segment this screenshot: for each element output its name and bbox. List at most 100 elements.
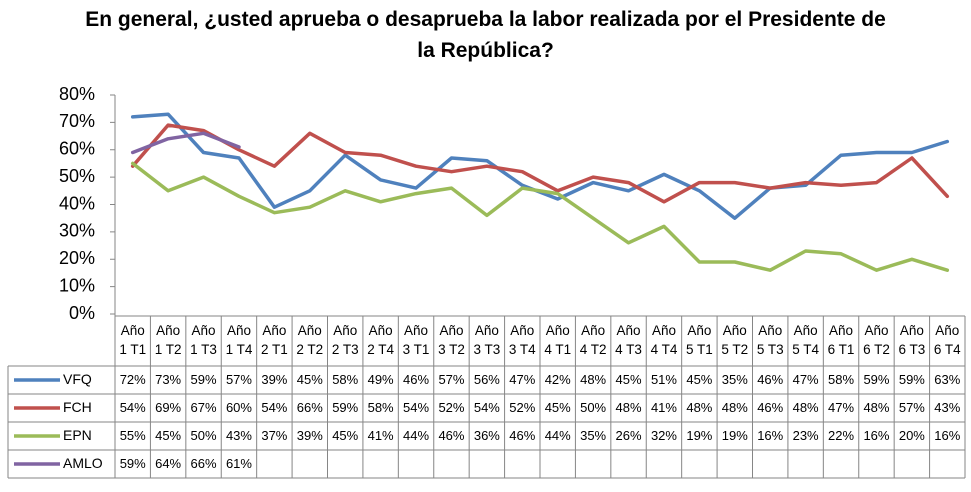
data-label: 54% [119,400,146,415]
x-tick-label: Año 3 T4 [508,323,536,357]
x-tick-label: Año 4 T2 [579,323,607,357]
data-label: 52% [509,400,536,415]
chart-title: En general, ¿usted aprueba o desaprueba … [85,8,886,62]
data-label: 64% [155,456,182,471]
data-label: 57% [898,400,925,415]
y-tick-label: 40% [59,193,95,213]
data-label: 16% [863,428,890,443]
data-label: 57% [438,372,465,387]
data-label: 46% [757,372,784,387]
data-label: 59% [898,372,925,387]
data-label: 61% [225,456,252,471]
data-label: 50% [580,400,607,415]
x-tick-label: Año 3 T2 [438,323,465,357]
legend-label: FCH [63,399,92,415]
x-tick-label: Año 6 T4 [933,323,961,357]
data-label: 66% [190,456,217,471]
y-tick-label: 70% [59,111,95,131]
x-tick-label: Año 6 T2 [863,323,890,357]
legend-label: VFQ [63,371,92,387]
data-label: 32% [650,428,677,443]
data-label: 59% [863,372,890,387]
data-label: 37% [261,428,288,443]
data-label: 52% [438,400,465,415]
data-label: 48% [686,400,713,415]
data-label: 58% [332,372,359,387]
data-label: 54% [403,400,430,415]
x-tick-label: Año 3 T1 [402,323,430,357]
data-label: 44% [544,428,571,443]
data-label: 35% [580,428,607,443]
legend-label: AMLO [63,455,103,471]
series-line [130,123,950,204]
data-label: 58% [828,372,855,387]
data-label: 58% [367,400,394,415]
data-label: 59% [119,456,146,471]
x-tick-label: Año 1 T2 [154,323,182,357]
x-tick-label: Año 4 T1 [544,323,572,357]
y-tick-label: 20% [59,248,95,268]
data-label: 45% [332,428,359,443]
legend-label: EPN [63,427,92,443]
x-tick-label: Año 4 T3 [615,323,642,357]
data-label: 22% [828,428,855,443]
data-label: 16% [934,428,961,443]
data-label: 35% [721,372,748,387]
data-label: 47% [509,372,536,387]
data-label: 63% [934,372,961,387]
data-label: 36% [473,428,500,443]
data-label: 48% [863,400,890,415]
x-tick-label: Año 5 T4 [792,323,819,357]
data-label: 47% [792,372,819,387]
y-tick-label: 10% [59,275,95,295]
data-label: 73% [155,372,182,387]
x-tick-label: Año 2 T4 [367,323,394,357]
x-tick-label: Año 2 T1 [260,323,288,357]
data-label: 45% [155,428,182,443]
data-label: 20% [898,428,925,443]
data-label: 48% [792,400,819,415]
data-label: 19% [686,428,713,443]
data-label: 57% [225,372,252,387]
data-label: 72% [119,372,146,387]
x-tick-label: Año 6 T3 [898,323,926,357]
data-label: 46% [438,428,465,443]
data-label: 67% [190,400,217,415]
data-label: 51% [650,372,677,387]
data-label: 50% [190,428,217,443]
x-tick-label: Año 5 T2 [721,323,749,357]
data-label: 45% [544,400,571,415]
data-label: 39% [261,372,288,387]
data-label: 56% [473,372,500,387]
y-tick-label: 0% [69,303,95,323]
y-tick-label: 60% [59,139,95,159]
data-label: 55% [119,428,146,443]
data-label: 45% [686,372,713,387]
data-label: 59% [190,372,217,387]
data-label: 45% [615,372,642,387]
data-label: 47% [828,400,855,415]
y-tick-label: 80% [59,84,95,104]
data-label: 69% [155,400,182,415]
data-label: 44% [403,428,430,443]
data-label: 49% [367,372,394,387]
data-label: 16% [757,428,784,443]
data-label: 23% [792,428,819,443]
data-label: 46% [403,372,430,387]
data-label: 43% [934,400,961,415]
series-line [130,131,241,155]
x-tick-label: Año 1 T1 [119,323,147,357]
data-label: 48% [615,400,642,415]
data-label: 60% [225,400,252,415]
x-tick-label: Año 2 T2 [296,323,324,357]
x-tick-label: Año 5 T3 [756,323,784,357]
x-tick-label: Año 2 T3 [331,323,359,357]
x-tick-label: Año 3 T3 [473,323,501,357]
data-label: 42% [544,372,571,387]
data-label: 48% [580,372,607,387]
data-label: 48% [721,400,748,415]
data-label: 46% [757,400,784,415]
y-tick-label: 50% [59,166,95,186]
